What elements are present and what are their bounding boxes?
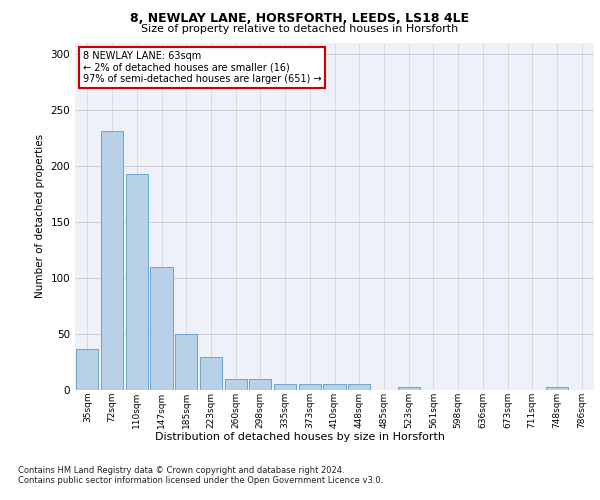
Bar [224, 379, 247, 390]
Bar [348, 384, 370, 390]
Bar [175, 334, 197, 390]
Bar [101, 131, 123, 390]
Bar [546, 386, 568, 390]
Text: Size of property relative to detached houses in Horsforth: Size of property relative to detached ho… [142, 24, 458, 34]
Bar [151, 266, 173, 390]
Text: 8, NEWLAY LANE, HORSFORTH, LEEDS, LS18 4LE: 8, NEWLAY LANE, HORSFORTH, LEEDS, LS18 4… [130, 12, 470, 26]
Bar [125, 174, 148, 390]
Text: Contains HM Land Registry data © Crown copyright and database right 2024.: Contains HM Land Registry data © Crown c… [18, 466, 344, 475]
Bar [274, 384, 296, 390]
Y-axis label: Number of detached properties: Number of detached properties [35, 134, 45, 298]
Bar [200, 358, 222, 390]
Text: 8 NEWLAY LANE: 63sqm
← 2% of detached houses are smaller (16)
97% of semi-detach: 8 NEWLAY LANE: 63sqm ← 2% of detached ho… [83, 51, 322, 84]
Bar [76, 348, 98, 390]
Bar [249, 379, 271, 390]
Text: Contains public sector information licensed under the Open Government Licence v3: Contains public sector information licen… [18, 476, 383, 485]
Text: Distribution of detached houses by size in Horsforth: Distribution of detached houses by size … [155, 432, 445, 442]
Bar [299, 384, 321, 390]
Bar [323, 384, 346, 390]
Bar [398, 386, 420, 390]
